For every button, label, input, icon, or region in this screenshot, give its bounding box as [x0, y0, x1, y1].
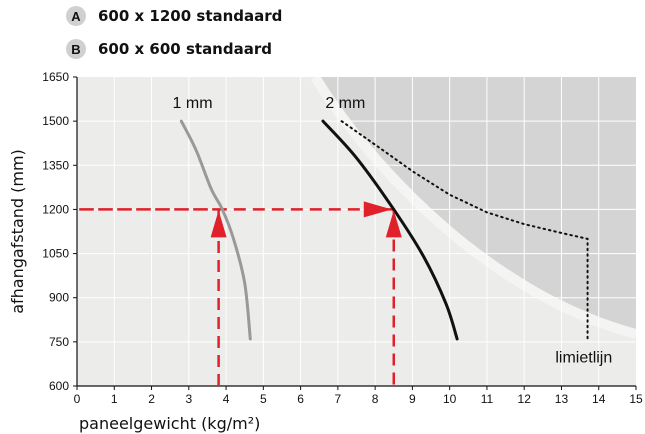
annotation-label: 1 mm [173, 95, 213, 112]
y-tick-label: 1650 [42, 70, 69, 84]
x-tick-label: 8 [372, 392, 379, 406]
annotation-label: 2 mm [325, 95, 365, 112]
series-line-1-mm [179, 119, 252, 341]
x-tick-label: 3 [185, 392, 192, 406]
y-tick-label: 1200 [42, 202, 69, 216]
annotation-label: limietlijn [555, 349, 612, 366]
series-line-2-mm [321, 119, 459, 341]
y-tick-label: 750 [49, 335, 69, 349]
x-tick-label: 6 [297, 392, 304, 406]
y-tick-label: 900 [49, 291, 69, 305]
x-tick-label: 10 [443, 392, 457, 406]
x-tick-label: 14 [592, 392, 606, 406]
legend-label-b: 600 x 600 standaard [98, 40, 272, 58]
arrow-up-icon [385, 210, 402, 238]
y-tick-label: 1500 [42, 114, 69, 128]
x-tick-label: 9 [409, 392, 416, 406]
x-tick-label: 15 [629, 392, 643, 406]
x-tick-label: 12 [518, 392, 532, 406]
unsafe-region-border [310, 77, 636, 339]
y-tick-label: 600 [49, 379, 69, 393]
x-tick-label: 2 [148, 392, 155, 406]
y-tick-label: 1050 [42, 247, 69, 261]
arrow-up-icon [210, 210, 227, 238]
x-tick-label: 5 [260, 392, 267, 406]
x-tick-label: 1 [111, 392, 118, 406]
x-tick-label: 7 [335, 392, 342, 406]
y-axis-title: afhangafstand (mm) [8, 149, 27, 314]
legend-badge-a: A [66, 6, 86, 26]
legend-badge-b: B [66, 39, 86, 59]
x-tick-label: 13 [555, 392, 569, 406]
legend-item-b: B 600 x 600 standaard [66, 39, 272, 59]
unsafe-region [315, 77, 636, 334]
x-tick-label: 4 [223, 392, 230, 406]
y-tick-label: 1350 [42, 158, 69, 172]
x-tick-label: 0 [74, 392, 81, 406]
legend-label-a: 600 x 1200 standaard [98, 7, 283, 25]
x-axis-title: paneelgewicht (kg/m²) [79, 414, 260, 433]
arrow-right-icon [363, 201, 392, 218]
series-line-limietlijn [340, 120, 589, 340]
reference-line [77, 208, 396, 386]
legend-item-a: A 600 x 1200 standaard [66, 6, 282, 26]
x-tick-label: 11 [481, 392, 494, 406]
